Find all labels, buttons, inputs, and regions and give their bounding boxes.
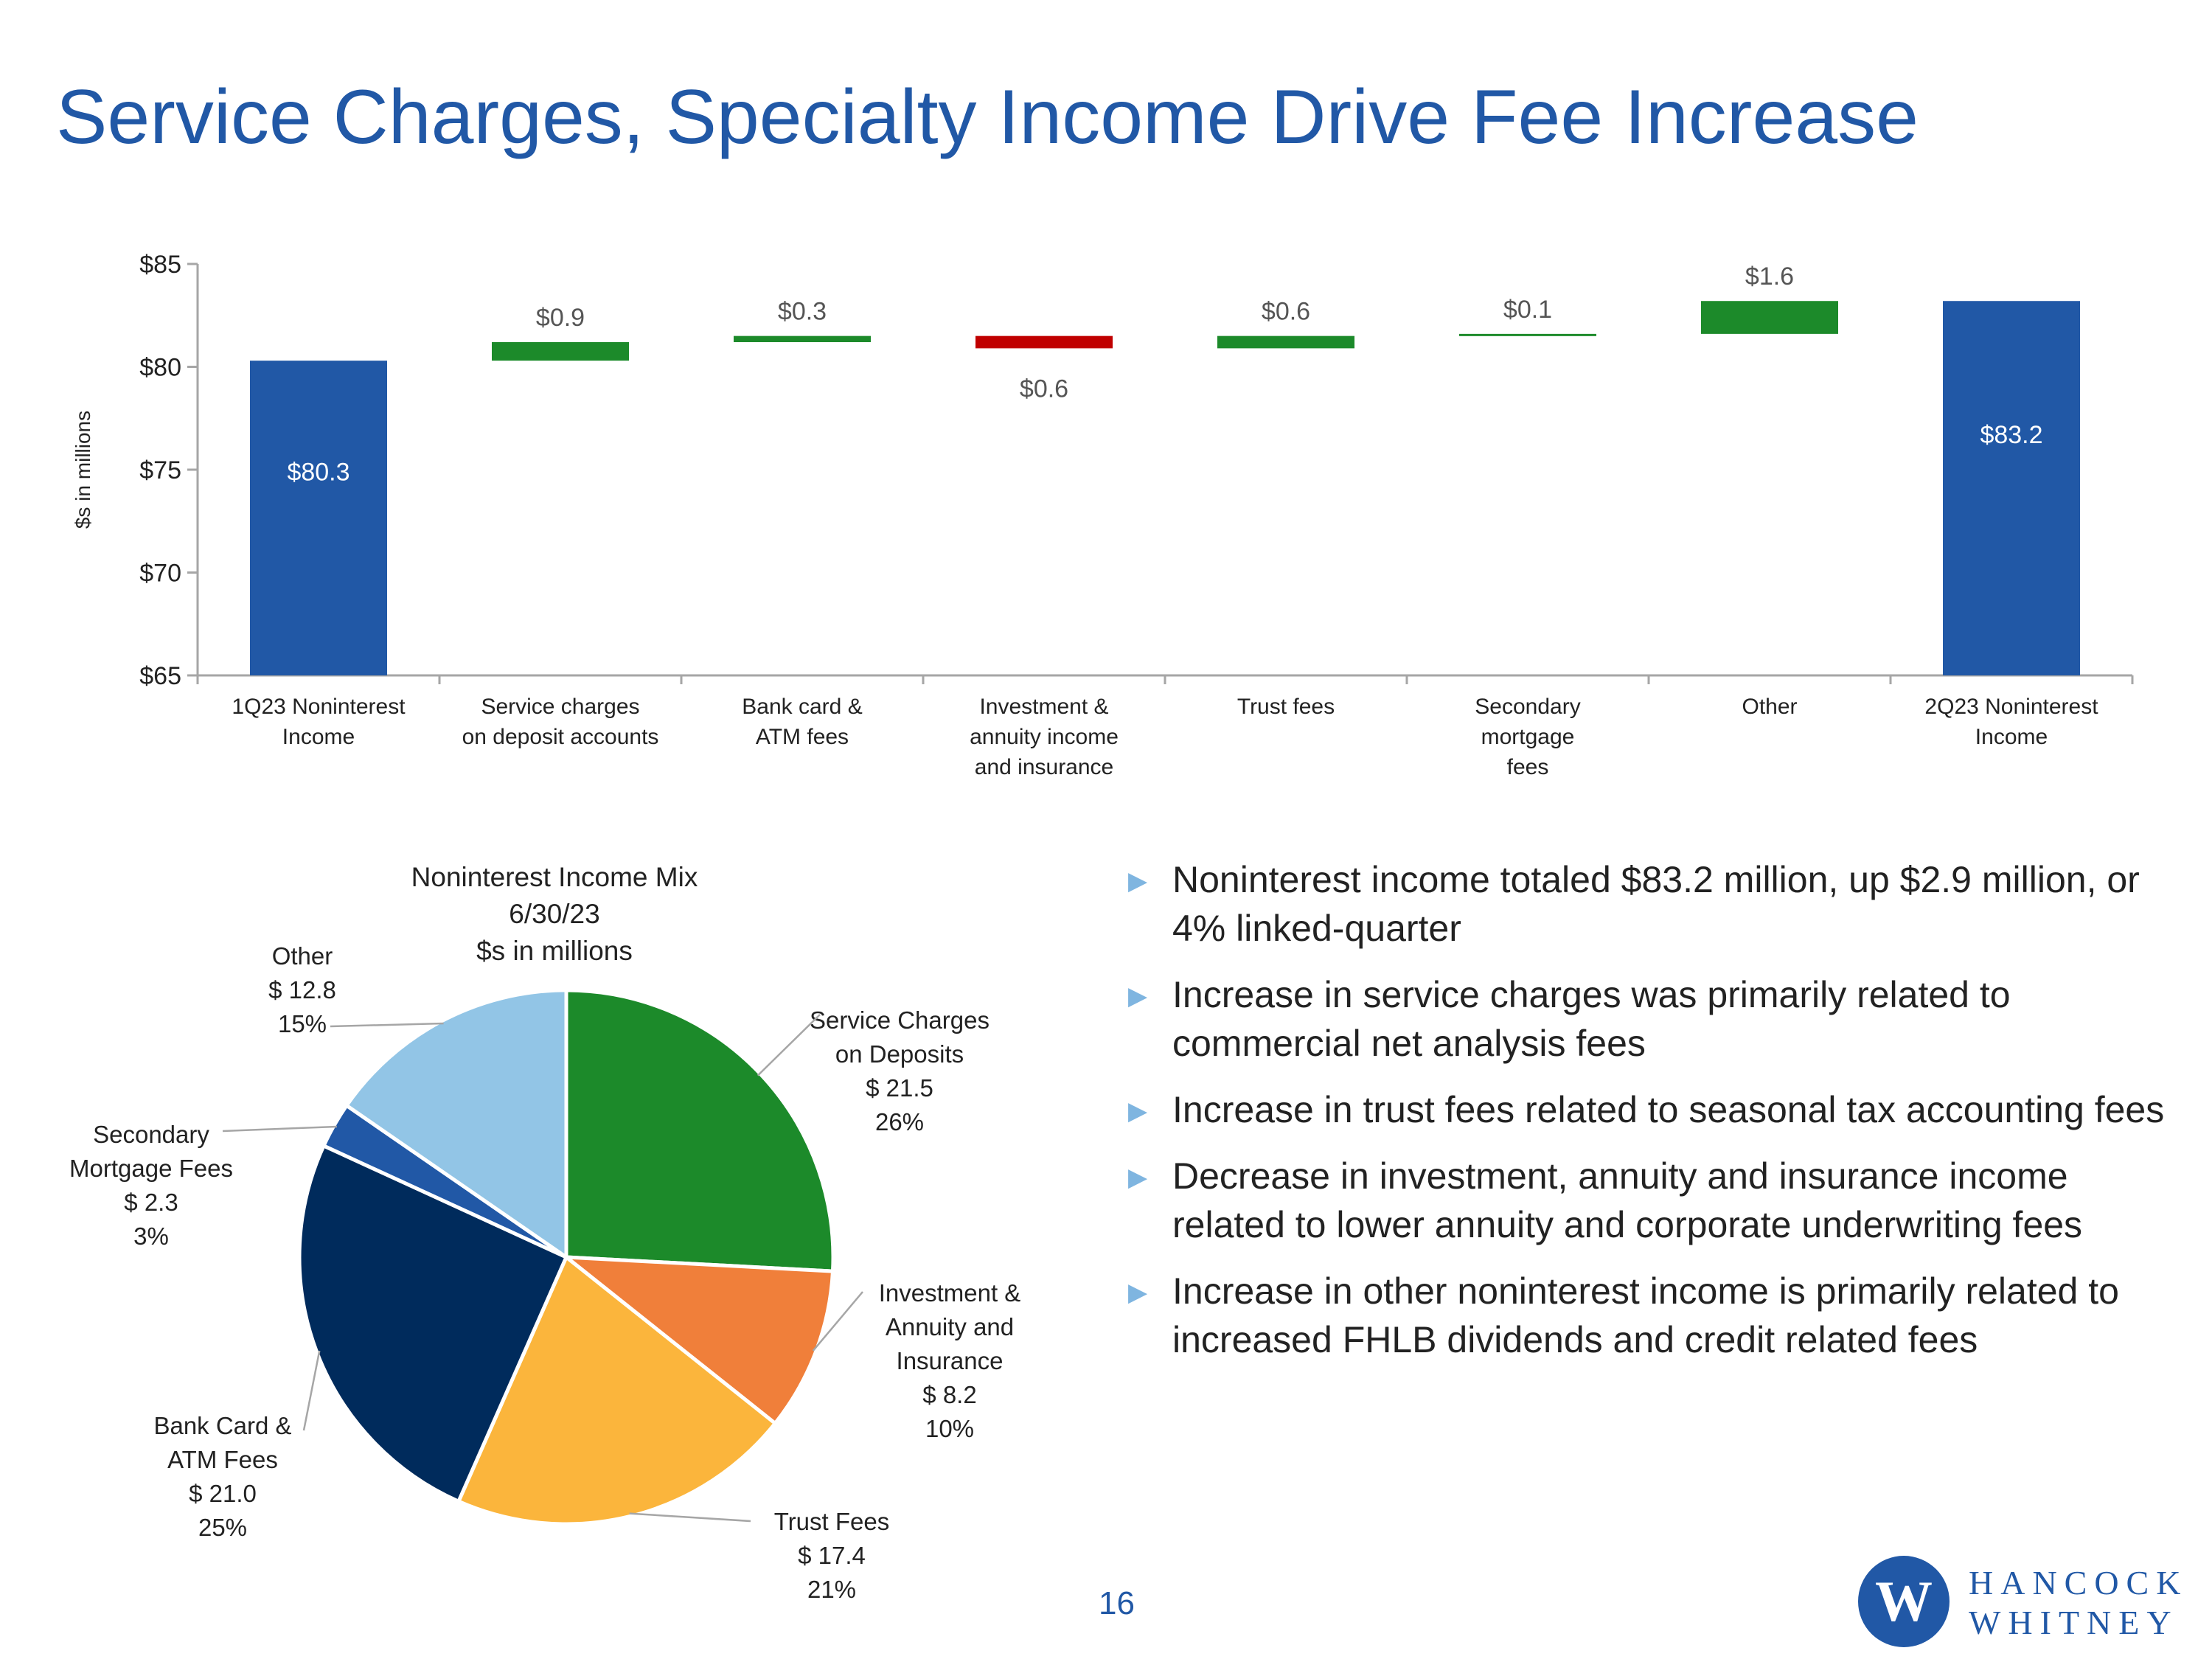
- pie-label: $ 21.0: [189, 1480, 257, 1507]
- pie-leader-line: [302, 1350, 321, 1431]
- y-tick-label: $75: [139, 456, 181, 484]
- waterfall-increase-bar: [1459, 333, 1596, 336]
- page-number: 16: [1099, 1585, 1135, 1621]
- pie-label: $ 17.4: [798, 1542, 866, 1569]
- x-category-label: Service charges: [481, 695, 639, 719]
- bullet-text: Increase in trust fees related to season…: [1172, 1089, 2165, 1130]
- slide-title: Service Charges, Specialty Income Drive …: [56, 74, 1919, 160]
- y-tick-label: $85: [139, 251, 181, 279]
- waterfall-increase-bar: [492, 342, 629, 361]
- pie-label: 10%: [925, 1415, 974, 1442]
- pie-title: Noninterest Income Mix: [411, 862, 698, 892]
- bullet-text: Noninterest income totaled $83.2 million…: [1172, 859, 2140, 949]
- pie-title: $s in millions: [476, 936, 633, 966]
- bullet-item: ▶ Noninterest income totaled $83.2 millio…: [1128, 855, 2175, 953]
- waterfall-total-bar: [250, 361, 387, 675]
- x-category-label: Secondary: [1475, 695, 1580, 719]
- y-tick-label: $80: [139, 354, 181, 382]
- pie-leader-line: [629, 1512, 751, 1523]
- data-label: $83.2: [1980, 421, 2042, 449]
- pie-label: $ 12.8: [268, 976, 336, 1004]
- x-category-label: Trust fees: [1237, 695, 1335, 719]
- bullet-item: ▶ Decrease in investment, annuity and ins…: [1128, 1152, 2175, 1249]
- pie-slice: [344, 988, 568, 1261]
- income-mix-pie-chart: Noninterest Income Mix 6/30/23 $s in milli…: [69, 862, 1021, 1603]
- x-category-label: Bank card &: [742, 695, 862, 719]
- y-axis-label: $s in millions: [72, 411, 94, 529]
- logo-word-whitney: WHITNEY: [1969, 1604, 2179, 1641]
- pie-leader-line: [757, 1014, 821, 1077]
- data-label: $0.1: [1503, 296, 1552, 324]
- pie-label: Bank Card &: [153, 1412, 291, 1439]
- pie-title: 6/30/23: [509, 899, 599, 929]
- waterfall-increase-bar: [734, 335, 871, 343]
- pie-leader-line: [330, 1022, 444, 1028]
- pie-label: Mortgage Fees: [69, 1155, 233, 1182]
- x-category-label: and insurance: [975, 755, 1113, 779]
- bullet-text: Increase in other noninterest income is …: [1172, 1270, 2119, 1360]
- pie-label: $ 21.5: [866, 1074, 933, 1102]
- bullet-arrow-icon: ▶: [1128, 1097, 1148, 1125]
- data-label: $0.6: [1020, 375, 1068, 403]
- bullet-arrow-icon: ▶: [1128, 1164, 1148, 1192]
- x-category-label: mortgage: [1481, 725, 1575, 749]
- pie-label: 15%: [278, 1010, 327, 1037]
- y-tick-label: $70: [139, 560, 181, 588]
- x-category-label: Other: [1742, 695, 1797, 719]
- pie-label: 21%: [807, 1576, 856, 1603]
- x-category-label: 1Q23 Noninterest: [232, 695, 406, 719]
- data-label: $1.6: [1745, 262, 1794, 291]
- pie-label: 3%: [133, 1222, 169, 1250]
- x-category-label: Income: [1975, 725, 2048, 749]
- y-tick-label: $65: [139, 662, 181, 690]
- pie-label: $ 2.3: [124, 1189, 178, 1216]
- waterfall-chart: $65 $70 $75 $80 $85 $s in millions $80.3 1Q23 N…: [72, 251, 2134, 779]
- bullet-text: Increase in service charges was primaril…: [1172, 974, 2011, 1064]
- pie-leader-line: [812, 1291, 863, 1352]
- x-category-label: ATM fees: [756, 725, 849, 749]
- pie-slice: [297, 1143, 569, 1504]
- x-category-label: on deposit accounts: [462, 725, 659, 749]
- pie-label: 25%: [198, 1514, 247, 1541]
- pie-label: Annuity and: [886, 1313, 1014, 1340]
- hancock-whitney-logo: W HANCOCK WHITNEY: [1858, 1556, 2183, 1652]
- logo-mark-icon: W: [1858, 1556, 1950, 1647]
- pie-label: Service Charges: [810, 1006, 990, 1034]
- bullet-item: ▶ Increase in other noninterest income is…: [1128, 1267, 2175, 1364]
- waterfall-decrease-bar: [975, 335, 1113, 349]
- bullet-text: Decrease in investment, annuity and insu…: [1172, 1155, 2083, 1245]
- pie-label: on Deposits: [835, 1040, 964, 1068]
- pie-slice: [564, 988, 835, 1273]
- pie-leader-line: [222, 1125, 337, 1133]
- bullet-list: ▶ Noninterest income totaled $83.2 millio…: [1128, 855, 2175, 1382]
- waterfall-increase-bar: [1217, 335, 1354, 349]
- data-label: $80.3: [287, 458, 349, 486]
- data-label: $0.3: [778, 298, 827, 326]
- waterfall-increase-bar: [1701, 301, 1838, 334]
- pie-label: Secondary: [93, 1121, 209, 1148]
- x-category-label: annuity income: [970, 725, 1119, 749]
- pie-label: Investment &: [879, 1279, 1021, 1307]
- pie-label: 26%: [875, 1108, 924, 1135]
- pie-label: ATM Fees: [167, 1446, 278, 1473]
- bullet-item: ▶ Increase in service charges was primari…: [1128, 970, 2175, 1068]
- x-category-label: fees: [1507, 755, 1549, 779]
- bullet-item: ▶ Increase in trust fees related to seaso…: [1128, 1085, 2175, 1134]
- pie-label: Trust Fees: [774, 1508, 889, 1535]
- pie-label: Other: [272, 942, 333, 970]
- x-category-label: Investment &: [979, 695, 1108, 719]
- pie-label: Insurance: [897, 1347, 1004, 1374]
- bullet-arrow-icon: ▶: [1128, 982, 1148, 1010]
- bullet-arrow-icon: ▶: [1128, 1279, 1148, 1307]
- x-category-label: Income: [282, 725, 355, 749]
- logo-word-hancock: HANCOCK: [1969, 1564, 2188, 1601]
- bullet-arrow-icon: ▶: [1128, 867, 1148, 895]
- pie-slice: [560, 1255, 835, 1426]
- pie-label: $ 8.2: [922, 1381, 976, 1408]
- x-category-label: 2Q23 Noninterest: [1924, 695, 2098, 719]
- data-label: $0.9: [536, 304, 585, 332]
- data-label: $0.6: [1262, 298, 1310, 326]
- waterfall-total-bar: [1943, 301, 2080, 675]
